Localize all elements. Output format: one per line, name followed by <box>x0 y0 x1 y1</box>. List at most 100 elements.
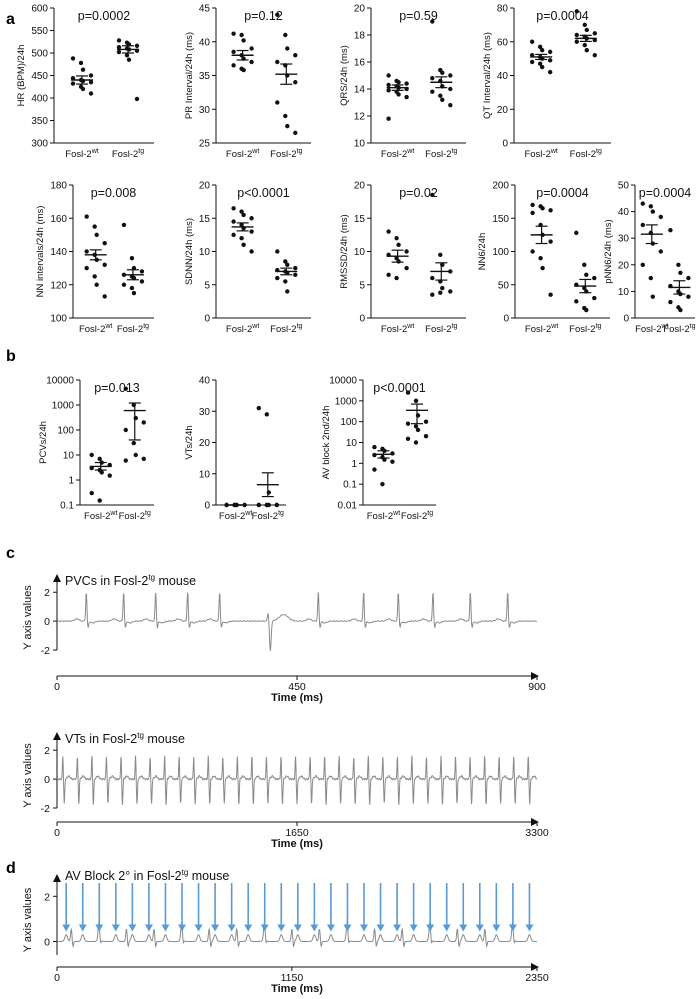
data-point <box>131 440 136 446</box>
data-point <box>415 427 421 433</box>
chart-pnn6: 0 10 20 30 40 50 pNN6/24h (ms) p=0.0004 Fosl-2wt… <box>603 181 696 336</box>
y-tick-label: 450 <box>31 71 48 82</box>
data-point <box>650 294 655 299</box>
p-value-label: p=0.0002 <box>78 9 131 23</box>
data-point <box>134 96 140 102</box>
p-wave-arrowhead <box>343 924 352 932</box>
y-tick-label: 0 <box>204 314 210 325</box>
y-tick-label: 45 <box>199 4 211 15</box>
group-label-name: Fosl-2 <box>570 149 596 160</box>
data-point <box>394 236 399 241</box>
y-tick-label: 20 <box>354 181 366 192</box>
data-point <box>529 59 535 65</box>
group-label: Fosl-2wt <box>79 323 112 335</box>
y-tick-label: 0 <box>44 774 50 786</box>
group-label-name: Fosl-2 <box>525 324 551 335</box>
data-point <box>648 204 653 209</box>
data-point <box>548 292 553 297</box>
y-axis-label: RMSSD/24h (ms) <box>339 214 350 288</box>
p-value-label: p=0.12 <box>244 9 283 23</box>
data-point <box>133 452 138 458</box>
group-label: Fosl-2wt <box>524 148 557 160</box>
data-point <box>592 275 597 281</box>
y-tick-label: 30 <box>199 407 211 418</box>
y-tick-label: 20 <box>199 438 211 449</box>
panel-letter-c: c <box>6 545 15 562</box>
x-tick-label: 3300 <box>525 827 549 839</box>
data-point <box>141 420 146 425</box>
group-label: Fosl-2wt <box>84 510 117 522</box>
p-wave-arrowhead <box>409 924 418 932</box>
y-tick-label: -2 <box>41 803 50 815</box>
trace-title: PVCs in Fosl-2tg mouse <box>65 573 196 588</box>
chart-pvcs: 0.1 1 10 100 1000 10000 PCVs/24h p=0.013 Fosl-2w… <box>38 376 154 522</box>
y-axis-arrow <box>53 574 61 582</box>
data-point <box>386 272 391 277</box>
data-point <box>686 275 691 281</box>
data-point <box>89 452 94 458</box>
y-tick-label: 1 <box>68 476 74 487</box>
group-label-name: Fosl-2 <box>270 324 296 335</box>
y-axis-label: PCVs/24h <box>38 421 49 464</box>
p-wave-arrowhead <box>459 924 468 932</box>
trace-title-tail: mouse <box>144 732 185 746</box>
y-tick-label: 120 <box>50 280 67 291</box>
y-axis-label: Y axis values <box>22 585 34 650</box>
group-label-name: Fosl-2 <box>425 324 451 335</box>
y-tick-label: 10 <box>199 247 211 258</box>
chart-trace_pvc: -2 0 2 Y axis values 0 450 900 Time (ms) PVCs in… <box>22 573 546 704</box>
data-point <box>285 262 290 267</box>
group-label: Fosl-2wt <box>381 323 414 335</box>
p-wave-arrowhead <box>525 924 534 932</box>
y-tick-label: 550 <box>31 26 48 37</box>
p-wave-arrowhead <box>277 924 286 932</box>
data-point <box>380 481 385 487</box>
y-tick-label: 600 <box>31 4 48 15</box>
data-point <box>97 498 102 503</box>
group-label-sup: wt <box>406 148 414 155</box>
p-wave-arrowhead <box>178 924 187 932</box>
p-wave-arrowhead <box>211 924 220 932</box>
data-point <box>121 222 127 228</box>
y-tick-label: 100 <box>492 247 509 258</box>
y-tick-label: 12 <box>354 112 366 123</box>
chart-qt: 0 20 40 60 80 QT Interval/24h (ms) p=0.0004 Fos… <box>482 4 611 160</box>
group-label: Fosl-2tg <box>270 323 302 335</box>
p-value-label: p=0.0004 <box>536 9 589 23</box>
group-label: Fosl-2tg <box>425 323 457 335</box>
data-point <box>430 192 435 198</box>
y-axis-label: pNN6/24h (ms) <box>603 219 614 283</box>
data-point <box>413 398 419 404</box>
y-tick-label: 5 <box>204 280 210 291</box>
p-value-label: p<0.0001 <box>373 381 426 395</box>
y-tick-label: 1000 <box>52 401 75 412</box>
data-point <box>239 209 244 214</box>
group-label-name: Fosl-2 <box>381 324 407 335</box>
data-point <box>102 240 107 246</box>
y-tick-label: 2 <box>44 745 50 757</box>
x-tick-label: 0 <box>54 827 60 839</box>
data-point <box>285 46 290 51</box>
data-point <box>78 60 84 66</box>
data-point <box>430 19 435 24</box>
y-tick-label: 180 <box>50 181 67 192</box>
data-point <box>116 38 122 43</box>
data-point <box>592 295 597 301</box>
group-label-name: Fosl-2 <box>524 149 550 160</box>
group-label-name: Fosl-2 <box>401 511 427 522</box>
group-label-sup: tg <box>138 148 144 155</box>
y-axis-label: SDNN/24h (ms) <box>184 218 195 285</box>
data-point <box>249 59 254 65</box>
data-point <box>94 282 99 287</box>
data-point <box>129 255 135 261</box>
group-label-sup: tg <box>297 148 303 155</box>
p-value-label: p=0.0004 <box>639 186 692 200</box>
group-label: Fosl-2wt <box>226 323 259 335</box>
panel-letter-a: a <box>6 11 15 28</box>
data-point <box>650 209 655 214</box>
x-axis-arrow <box>531 818 539 826</box>
y-axis-label: Y axis values <box>22 743 34 808</box>
